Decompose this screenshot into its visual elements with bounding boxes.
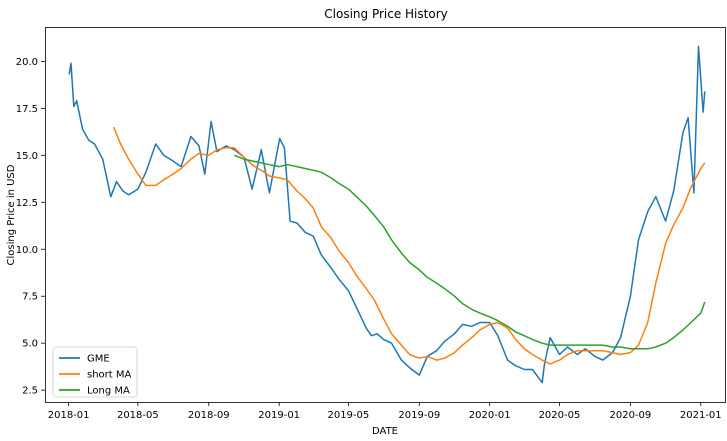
plot-area bbox=[45, 27, 726, 403]
x-tick-label: 2018-09 bbox=[188, 410, 230, 421]
axes-frame bbox=[45, 27, 726, 403]
y-tick-label: 15.0 bbox=[16, 151, 38, 162]
x-axis: 2018-01 2018-05 2018-09 2019-01 2019-05 2019-… bbox=[48, 402, 722, 421]
x-tick-label: 2019-01 bbox=[258, 410, 300, 421]
y-tick-label: 5.0 bbox=[22, 339, 38, 350]
x-tick-label: 2019-05 bbox=[327, 410, 369, 421]
x-tick-label: 2018-01 bbox=[48, 410, 90, 421]
y-tick-label: 7.5 bbox=[22, 292, 38, 303]
x-tick-label: 2018-05 bbox=[117, 410, 159, 421]
y-tick-label: 12.5 bbox=[16, 198, 38, 209]
series-line-long-ma bbox=[233, 154, 706, 350]
x-tick-label: 2020-09 bbox=[610, 410, 652, 421]
y-tick-label: 17.5 bbox=[16, 104, 38, 115]
y-tick-label: 20.0 bbox=[16, 57, 38, 68]
y-tick-label: 2.5 bbox=[22, 386, 38, 397]
x-tick-label: 2020-01 bbox=[469, 410, 511, 421]
series-line-gme bbox=[68, 45, 706, 384]
y-tick-label: 10.0 bbox=[16, 245, 38, 256]
series-line-short-ma bbox=[112, 126, 706, 365]
y-axis-title: Closing Price in USD bbox=[6, 164, 17, 265]
chart-title: Closing Price History bbox=[324, 7, 447, 21]
legend-label-long-ma: Long MA bbox=[87, 386, 130, 397]
legend-box bbox=[52, 346, 138, 398]
legend-label-short-ma: short MA bbox=[87, 370, 132, 381]
legend: GME short MA Long MA bbox=[52, 346, 138, 398]
series-layer bbox=[68, 45, 706, 384]
legend-label-gme: GME bbox=[87, 354, 110, 365]
x-tick-label: 2021-01 bbox=[680, 410, 722, 421]
x-tick-label: 2019-09 bbox=[398, 410, 440, 421]
x-tick-label: 2020-05 bbox=[539, 410, 581, 421]
y-axis: 2.5 5.0 7.5 10.0 12.5 15.0 17.5 20.0 bbox=[16, 57, 45, 397]
x-axis-title: DATE bbox=[372, 426, 398, 437]
